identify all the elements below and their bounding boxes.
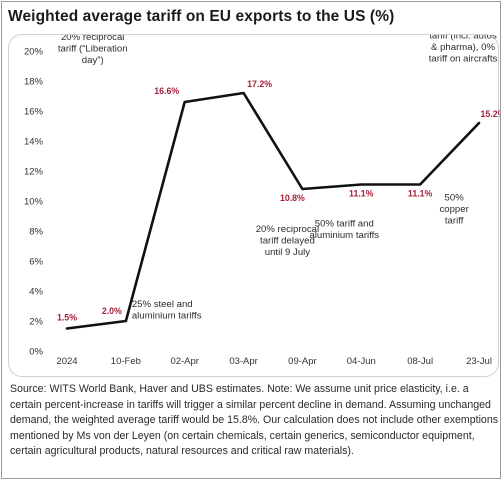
y-tick-label: 8% (29, 227, 43, 238)
annotation-line: 50% (445, 193, 465, 204)
data-label: 16.6% (154, 86, 179, 96)
annotation-text: 50% tariff and aluminium tariffs (309, 219, 379, 242)
chart-panel: 0% 2% 4% 6% 8% 10% 12% 14% 16% 18% 20% 2024 10-Feb 02… (8, 34, 500, 377)
y-tick-label: 14% (24, 137, 44, 148)
annotation-line: copper (439, 204, 469, 215)
annotation-line: tariff (incl. autos (429, 35, 497, 42)
tariff-series-line (65, 91, 481, 330)
annotation-line: tariff (“Liberation (58, 44, 128, 55)
x-tick-label: 02-Apr (170, 356, 199, 367)
data-label: 1.5% (57, 313, 77, 323)
y-tick-label: 16% (24, 107, 44, 118)
data-label: 17.2% (247, 79, 272, 89)
x-tick-label: 03-Apr (229, 356, 258, 367)
x-tick-label: 09-Apr (288, 356, 317, 367)
x-tick-label: 04-Jun (347, 356, 376, 367)
annotation-line: 25% steel and (132, 299, 193, 310)
annotation-line: until 9 July (265, 247, 311, 258)
data-label: 10.8% (280, 193, 305, 203)
y-tick-label: 6% (29, 257, 43, 268)
x-tick-label: 08-Jul (407, 356, 433, 367)
annotation-line: day”) (82, 55, 104, 66)
x-tick-label: 10-Feb (111, 356, 141, 367)
x-tick-label: 2024 (56, 356, 77, 367)
annotation-text: 20% reciprocal tariff (“Liberation day”) (58, 35, 128, 66)
annotation-line: tariff on aircrafts (429, 54, 498, 65)
data-label: 11.1% (408, 189, 433, 199)
y-tick-label: 0% (29, 347, 43, 358)
y-tick-label: 10% (24, 197, 44, 208)
annotation-line: 20% reciprocal (256, 224, 319, 235)
chart-title: Weighted average tariff on EU exports to… (8, 8, 395, 25)
annotation-text: 20% reciprocal tariff delayed until 9 July (256, 224, 319, 258)
tariff-line-chart: 0% 2% 4% 6% 8% 10% 12% 14% 16% 18% 20% 2024 10-Feb 02… (24, 35, 500, 367)
x-tick-label: 23-Jul (466, 356, 492, 367)
annotation-text: 50% copper tariff (439, 193, 469, 227)
annotation-line: tariff (445, 216, 464, 227)
annotation-line: 20% reciprocal (61, 35, 124, 43)
data-label: 2.0% (102, 306, 122, 316)
y-tick-label: 20% (24, 47, 44, 58)
y-tick-label: 2% (29, 317, 43, 328)
annotation-text: 25% steel and aluminium tariffs (132, 299, 202, 322)
data-label: 15.2% (481, 109, 500, 119)
annotation-line: aluminium tariffs (132, 311, 202, 322)
data-label: 11.1% (349, 189, 374, 199)
annotation-line: tariff delayed (260, 236, 315, 247)
annotation-line: & pharma), 0% (431, 42, 495, 53)
y-tick-label: 12% (24, 167, 44, 178)
annotation-line: aluminium tariffs (309, 230, 379, 241)
source-note: Source: WITS World Bank, Haver and UBS e… (10, 383, 499, 458)
annotation-line: 50% tariff and (315, 219, 374, 230)
y-tick-label: 4% (29, 287, 43, 298)
y-tick-label: 18% (24, 77, 44, 88)
